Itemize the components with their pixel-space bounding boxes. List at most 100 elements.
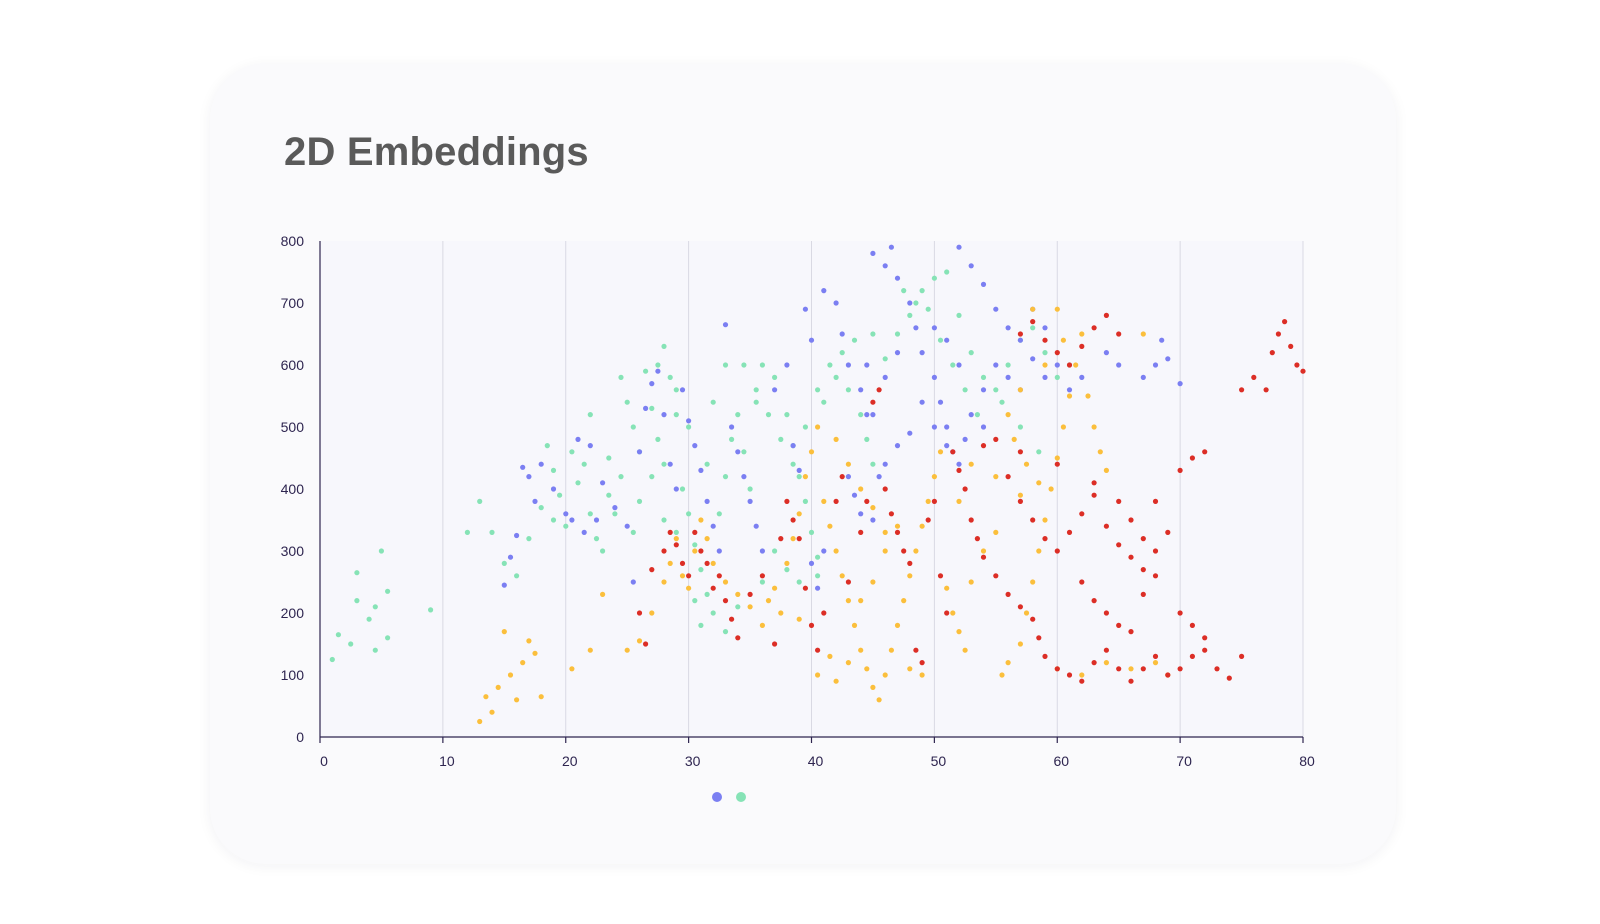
data-point — [864, 436, 870, 442]
data-point — [710, 560, 716, 567]
data-point — [1017, 449, 1024, 455]
data-point — [1239, 653, 1245, 660]
data-point — [1294, 362, 1300, 368]
data-point — [802, 498, 809, 504]
data-point — [575, 480, 581, 486]
data-point — [815, 424, 821, 430]
data-point — [778, 436, 784, 442]
data-point — [1116, 542, 1122, 548]
data-point — [1017, 337, 1024, 343]
data-point — [962, 647, 968, 653]
data-point — [894, 529, 901, 536]
data-point — [796, 616, 802, 622]
data-point — [741, 474, 747, 480]
data-point — [894, 622, 901, 629]
data-point — [901, 288, 907, 294]
data-point — [968, 350, 974, 356]
data-point — [1023, 610, 1030, 616]
data-point — [839, 474, 845, 480]
data-point — [796, 467, 802, 473]
data-point — [1152, 548, 1159, 554]
data-point — [858, 387, 864, 393]
data-point — [477, 498, 483, 504]
data-point — [833, 548, 839, 554]
data-point — [673, 536, 679, 542]
data-point — [1282, 319, 1288, 325]
data-point — [888, 511, 895, 517]
data-point — [612, 511, 618, 517]
data-point — [649, 610, 655, 616]
data-point — [759, 548, 766, 554]
data-point — [698, 467, 704, 473]
data-point — [1165, 529, 1171, 536]
data-point — [630, 529, 636, 536]
data-point — [1054, 350, 1060, 356]
data-point — [1066, 393, 1073, 399]
data-point — [772, 641, 778, 647]
data-point — [649, 567, 655, 573]
data-point — [882, 263, 888, 269]
data-point — [790, 517, 796, 523]
data-point — [858, 529, 864, 536]
data-point — [1005, 474, 1011, 480]
data-point — [735, 412, 741, 418]
data-point — [1128, 678, 1134, 684]
data-point — [956, 498, 962, 504]
data-point — [753, 523, 759, 529]
data-point — [833, 300, 839, 306]
data-point — [808, 560, 815, 567]
data-point — [532, 650, 538, 656]
legend-marker — [736, 792, 746, 802]
data-point — [667, 560, 673, 567]
data-point — [1269, 350, 1275, 356]
data-point — [649, 474, 655, 480]
data-point — [1036, 548, 1042, 554]
data-point — [1140, 536, 1146, 542]
data-point — [980, 281, 987, 287]
data-point — [815, 672, 821, 678]
data-point — [759, 573, 766, 579]
data-point — [747, 604, 753, 610]
data-point — [673, 542, 679, 548]
y-tick-label: 400 — [281, 481, 305, 497]
data-point — [1005, 374, 1011, 380]
data-point — [790, 443, 796, 449]
data-point — [919, 672, 925, 678]
data-point — [839, 350, 845, 356]
data-point — [931, 275, 938, 281]
data-point — [698, 517, 704, 523]
data-point — [348, 641, 354, 647]
data-point — [1116, 498, 1122, 504]
data-point — [894, 523, 901, 529]
data-point — [1017, 492, 1024, 498]
data-point — [845, 474, 852, 480]
data-point — [802, 585, 809, 591]
data-point — [1079, 343, 1085, 349]
data-point — [1189, 653, 1195, 660]
data-point — [489, 709, 495, 715]
data-point — [692, 548, 698, 554]
data-point — [1140, 331, 1146, 337]
data-point — [876, 387, 882, 393]
data-point — [514, 532, 520, 539]
data-point — [1048, 486, 1054, 492]
data-point — [1116, 666, 1122, 672]
data-point — [913, 300, 919, 306]
data-point — [1152, 573, 1159, 579]
data-point — [1079, 579, 1085, 585]
data-point — [1085, 393, 1091, 399]
data-point — [495, 684, 501, 691]
data-point — [1251, 374, 1257, 380]
data-point — [575, 436, 581, 442]
data-point — [1189, 455, 1195, 461]
data-point — [931, 474, 938, 480]
data-point — [784, 498, 790, 504]
data-point — [937, 337, 944, 343]
data-point — [716, 548, 722, 554]
data-point — [1128, 666, 1134, 672]
data-point — [1005, 362, 1011, 368]
data-point — [999, 399, 1005, 405]
data-point — [722, 579, 729, 585]
data-point — [1036, 480, 1042, 486]
data-point — [1030, 517, 1036, 523]
